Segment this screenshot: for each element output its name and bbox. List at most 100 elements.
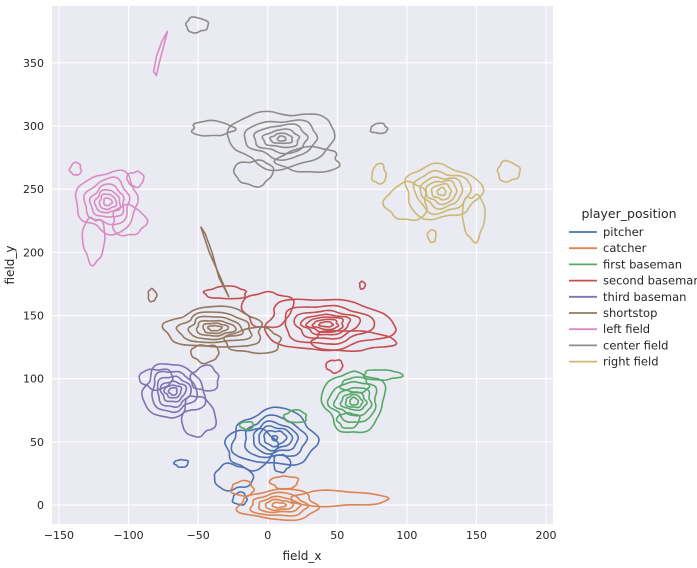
- contour-blob: [273, 145, 341, 174]
- legend-label: pitcher: [603, 225, 644, 239]
- y-tick-label: 250: [23, 183, 44, 196]
- x-tick-label: 150: [466, 529, 487, 542]
- contour-blob: [138, 368, 174, 392]
- legend-label: center field: [603, 338, 668, 352]
- contour-level: [299, 313, 352, 336]
- contour-blob: [184, 16, 210, 34]
- contour-blob: [369, 122, 389, 135]
- x-axis-ticks: −150 −100 −50 0 50 100 150 200: [44, 529, 557, 542]
- contour-blob: [290, 489, 390, 508]
- contour-level: [167, 386, 178, 397]
- x-tick-label: 0: [264, 529, 271, 542]
- contour-blob: [190, 119, 237, 137]
- legend-item: pitcher: [569, 225, 644, 239]
- contour-level: [161, 305, 264, 348]
- contour-level: [412, 169, 472, 216]
- contour-level: [317, 320, 335, 328]
- series-first-baseman: [238, 369, 404, 434]
- contour-blob: [172, 458, 190, 469]
- contour-level: [284, 304, 376, 346]
- contour-blob: [240, 290, 295, 329]
- series-catcher: [229, 475, 390, 522]
- contour-level: [156, 375, 192, 409]
- series-left-field: [68, 30, 169, 267]
- contour-level: [151, 370, 199, 414]
- contour-level: [226, 110, 336, 172]
- contour-blob: [461, 193, 486, 244]
- contour-blob: [339, 376, 371, 394]
- series-center-field: [184, 16, 389, 188]
- contour-blob: [309, 329, 398, 352]
- contour-level: [344, 393, 364, 409]
- y-tick-label: 200: [23, 246, 44, 259]
- contour-level: [268, 132, 294, 145]
- x-tick-label: −100: [113, 529, 143, 542]
- y-tick-label: 300: [23, 120, 44, 133]
- legend-label: left field: [603, 322, 650, 336]
- contour-level: [311, 318, 340, 331]
- y-axis-ticks: 0 50 100 150 200 250 300 350: [23, 57, 44, 512]
- y-tick-label: 0: [37, 499, 44, 512]
- contour-level: [257, 495, 302, 514]
- contour-streak: [200, 226, 230, 298]
- legend-item: shortstop: [569, 306, 657, 320]
- contour-streak: [152, 30, 169, 77]
- contour-blob: [282, 408, 308, 424]
- legend-label: catcher: [603, 241, 647, 255]
- legend-item: right field: [569, 355, 659, 369]
- contour-level: [276, 135, 287, 142]
- y-tick-label: 100: [23, 373, 44, 386]
- series-right-field: [370, 159, 522, 244]
- contour-level: [163, 384, 183, 399]
- x-tick-label: 200: [536, 529, 557, 542]
- x-tick-label: −50: [187, 529, 210, 542]
- contour-blob: [224, 427, 280, 472]
- contour-level: [430, 182, 453, 201]
- x-tick-label: 50: [330, 529, 344, 542]
- contour-blob: [496, 159, 522, 183]
- legend-item: left field: [569, 322, 650, 336]
- contour-level: [332, 386, 373, 417]
- legend-title: player_position: [581, 206, 676, 221]
- contour-blob: [238, 420, 255, 431]
- contour-level: [195, 319, 237, 337]
- contour-blob: [125, 170, 145, 189]
- contour-blob: [68, 161, 83, 176]
- contour-level: [249, 491, 310, 517]
- x-tick-label: 100: [396, 529, 417, 542]
- y-tick-label: 150: [23, 310, 44, 323]
- contour-level: [263, 429, 288, 448]
- y-tick-label: 350: [23, 57, 44, 70]
- legend: player_position pitcher catcher first base…: [569, 206, 697, 369]
- contour-blob: [223, 326, 283, 355]
- contour-level: [202, 322, 230, 335]
- contour-blob: [370, 162, 388, 185]
- series-second-baseman: [202, 280, 398, 375]
- contour-blob: [189, 364, 220, 392]
- legend-item: center field: [569, 338, 668, 352]
- contour-blob: [382, 180, 428, 222]
- contour-level: [175, 311, 253, 344]
- contour-level: [206, 324, 223, 332]
- x-tick-label: −150: [44, 529, 74, 542]
- legend-label: second baseman: [603, 274, 697, 288]
- contour-level: [88, 183, 125, 218]
- y-axis-label: field_y: [3, 246, 17, 285]
- contour-level: [243, 119, 319, 162]
- contour-layer: [68, 16, 522, 522]
- contour-blob: [81, 216, 106, 267]
- grid: [52, 6, 553, 524]
- contour-blob: [232, 159, 275, 188]
- contour-blob: [111, 203, 149, 237]
- contour-blob: [426, 228, 437, 244]
- contour-blob: [268, 475, 300, 490]
- contour-blob: [362, 369, 404, 381]
- contour-blob: [189, 344, 220, 365]
- legend-item: second baseman: [569, 274, 697, 288]
- series-shortstop: [147, 226, 283, 365]
- contour-level: [141, 363, 207, 419]
- legend-item: third baseman: [569, 290, 686, 304]
- contour-level: [230, 406, 320, 466]
- contour-level: [258, 425, 294, 452]
- contour-level: [74, 169, 139, 236]
